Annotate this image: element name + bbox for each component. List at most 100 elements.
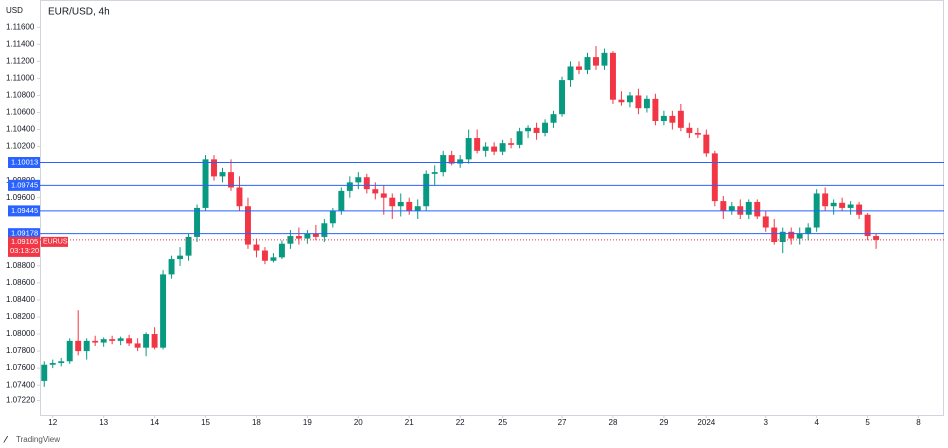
y-tick-label: 1.10200 bbox=[6, 142, 35, 151]
level-label-bg bbox=[8, 205, 40, 217]
candle-body bbox=[92, 340, 99, 343]
candle-body bbox=[66, 340, 73, 362]
y-tick-label: 1.07600 bbox=[6, 363, 35, 372]
x-tick-label: 15 bbox=[201, 418, 210, 427]
y-tick-label: 1.08200 bbox=[6, 312, 35, 321]
candle-body bbox=[584, 57, 591, 70]
x-tick-label: 22 bbox=[456, 418, 465, 427]
level-label: 1.09445 bbox=[11, 206, 38, 215]
candle-body bbox=[406, 201, 413, 211]
y-tick-label: 1.07400 bbox=[6, 380, 35, 389]
level-label: 1.09178 bbox=[11, 229, 38, 238]
candle-body bbox=[593, 57, 599, 66]
x-tick-label: 2024 bbox=[697, 418, 715, 427]
candle-body bbox=[211, 159, 217, 177]
candle-body bbox=[839, 202, 846, 208]
candle-body bbox=[219, 172, 226, 177]
candle-body bbox=[423, 173, 430, 207]
level-label-bg bbox=[8, 228, 40, 240]
candle-body bbox=[346, 182, 353, 191]
y-tick-label: 1.08000 bbox=[6, 329, 35, 338]
y-tick-label: 1.10600 bbox=[6, 108, 35, 117]
candle-body bbox=[160, 274, 167, 348]
candle-body bbox=[482, 146, 489, 151]
symbol-tag-bg bbox=[41, 236, 68, 247]
y-unit: USD bbox=[6, 6, 23, 15]
x-tick-label: 3 bbox=[764, 418, 769, 427]
candle-body bbox=[278, 243, 285, 258]
candle-body bbox=[321, 223, 328, 237]
candle-body bbox=[856, 204, 863, 215]
candle-body bbox=[194, 207, 201, 237]
candle-body bbox=[457, 159, 464, 164]
candle-body bbox=[236, 187, 243, 207]
candle-body bbox=[499, 143, 506, 152]
candle-body bbox=[822, 193, 829, 207]
candle-body bbox=[287, 236, 294, 244]
candle-body bbox=[355, 177, 362, 183]
y-tick-label: 1.11000 bbox=[6, 74, 35, 83]
y-tick-label: 1.10400 bbox=[6, 125, 35, 134]
last-price-label: 1.09105 bbox=[11, 237, 38, 246]
candle-body bbox=[779, 231, 786, 243]
candle-body bbox=[601, 52, 608, 66]
candle-body bbox=[389, 197, 396, 207]
candle-body bbox=[270, 257, 277, 261]
candle-body bbox=[516, 131, 523, 145]
candle-body bbox=[49, 363, 56, 365]
candle-body bbox=[83, 340, 90, 352]
candle-body bbox=[873, 236, 880, 240]
candle-body bbox=[771, 227, 778, 243]
candle-body bbox=[652, 98, 659, 122]
candle-body bbox=[669, 115, 676, 123]
candle-body bbox=[796, 233, 803, 239]
candle-body bbox=[244, 206, 251, 245]
candle-body bbox=[100, 339, 107, 343]
candle-body bbox=[533, 127, 540, 133]
candle-body bbox=[41, 364, 48, 381]
candle-body bbox=[117, 338, 124, 341]
x-tick-label: 12 bbox=[48, 418, 57, 427]
candle-body bbox=[728, 206, 735, 211]
candle-body bbox=[609, 52, 616, 100]
candle-body bbox=[143, 334, 150, 348]
x-tick-label: 13 bbox=[99, 418, 108, 427]
candle-body bbox=[745, 201, 752, 215]
candle-body bbox=[448, 155, 455, 164]
countdown: 03:13:20 bbox=[10, 246, 39, 255]
x-tick-label: 18 bbox=[252, 418, 261, 427]
candle-body bbox=[185, 236, 192, 256]
y-tick-label: 1.11200 bbox=[6, 56, 35, 65]
candle-body bbox=[168, 259, 175, 275]
y-tick-label: 1.09600 bbox=[6, 193, 35, 202]
candle-body bbox=[261, 250, 268, 261]
candle-body bbox=[177, 255, 184, 260]
plot-frame bbox=[40, 0, 944, 416]
x-tick-label: 29 bbox=[659, 418, 668, 427]
y-tick-label: 1.08800 bbox=[6, 261, 35, 270]
candle-body bbox=[525, 127, 532, 132]
candle-body bbox=[431, 172, 438, 174]
candle-body bbox=[559, 80, 565, 115]
candle-body bbox=[312, 233, 319, 237]
y-tick-label: 1.11600 bbox=[6, 22, 35, 31]
candle-body bbox=[329, 210, 336, 224]
candle-body bbox=[440, 155, 447, 173]
candle-body bbox=[363, 177, 370, 190]
level-label: 1.09745 bbox=[11, 180, 38, 189]
candle-body bbox=[134, 343, 141, 348]
candle-body bbox=[109, 339, 116, 341]
candle-body bbox=[711, 153, 718, 202]
y-tick-label: 1.10800 bbox=[6, 91, 35, 100]
candle-body bbox=[567, 66, 574, 81]
x-tick-label: 21 bbox=[405, 418, 414, 427]
candle-body bbox=[830, 202, 837, 207]
level-label-bg bbox=[8, 157, 40, 169]
candle-body bbox=[465, 138, 472, 160]
candle-body bbox=[253, 244, 260, 251]
candle-body bbox=[720, 201, 727, 211]
x-tick-label: 28 bbox=[609, 418, 618, 427]
candle-body bbox=[762, 216, 769, 228]
candle-body bbox=[686, 127, 693, 133]
y-tick-label: 1.07800 bbox=[6, 346, 35, 355]
